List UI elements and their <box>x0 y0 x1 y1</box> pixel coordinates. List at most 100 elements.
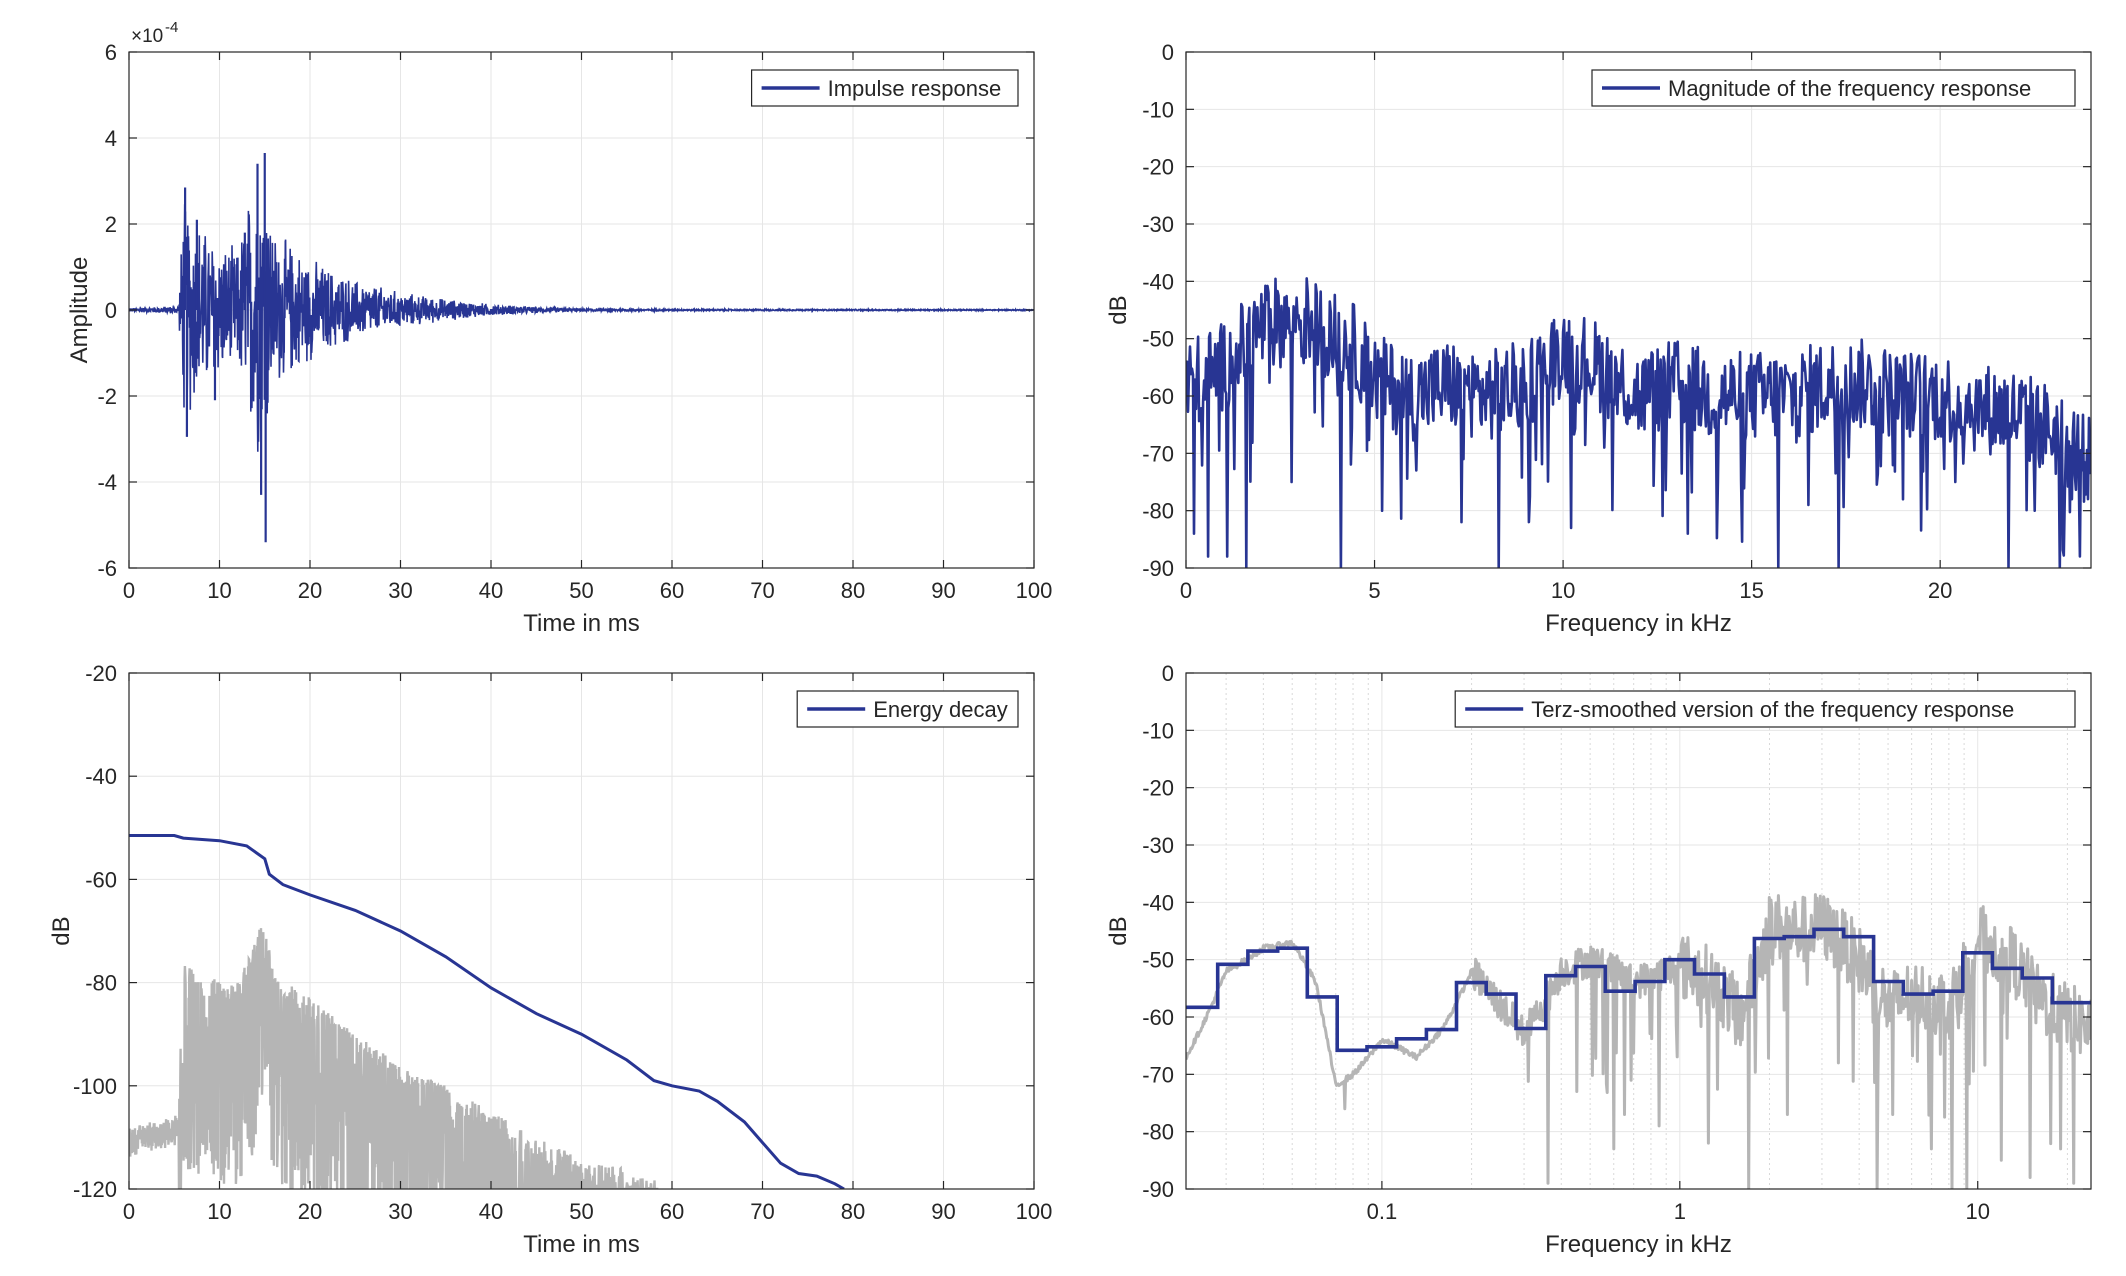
legend: Energy decay <box>796 690 1019 728</box>
y-tick-label: -50 <box>1142 948 1174 973</box>
y-tick-label: -2 <box>97 384 117 409</box>
y-tick-label: -10 <box>1142 718 1174 743</box>
x-tick-label: 0 <box>123 578 135 603</box>
plot-area <box>1186 673 2091 1189</box>
impulse-response-line <box>129 204 1034 452</box>
x-tick-label: 0.1 <box>1367 1199 1398 1224</box>
x-axis-label: Time in ms <box>523 1231 639 1258</box>
grid <box>1185 51 2091 569</box>
tick-labels: 0 10 20 30 40 50 60 70 80 90 100 -6 -4 -2 0 2 4 6 <box>97 40 1052 603</box>
x-tick-label: 30 <box>388 1199 412 1224</box>
frequency-magnitude-panel: 0 5 10 15 20 -90 -80 -70 -60 -50 -40 -30 -20 -10 0 Freq… <box>1105 40 2092 637</box>
x-tick-label: 0 <box>123 1199 135 1224</box>
x-tick-label: 70 <box>750 578 774 603</box>
x-axis-label: Time in ms <box>523 610 639 637</box>
y-tick-label: -50 <box>1142 327 1174 352</box>
tick-labels: 0.1 1 10 -90 -80 -70 -60 -50 -40 -30 -20 -10 0 <box>1142 661 2091 1224</box>
x-tick-label: 20 <box>298 578 322 603</box>
x-axis-label: Frequency in kHz <box>1545 610 1732 637</box>
x-tick-label: 10 <box>207 1199 231 1224</box>
y-tick-label: -20 <box>1142 155 1174 180</box>
x-tick-label: 100 <box>1016 1199 1053 1224</box>
x-tick-label: 80 <box>841 578 865 603</box>
x-tick-label: 90 <box>931 578 955 603</box>
x-tick-label: 100 <box>1016 578 1053 603</box>
x-tick-label: 10 <box>207 578 231 603</box>
x-tick-label: 60 <box>660 578 684 603</box>
y-tick-label: 0 <box>1162 661 1174 686</box>
magnitude-response-line <box>1186 277 2091 568</box>
x-tick-label: 20 <box>298 1199 322 1224</box>
x-tick-label: 90 <box>931 1199 955 1224</box>
legend: Magnitude of the frequency response <box>1591 69 2076 107</box>
y-tick-label: 4 <box>105 126 117 151</box>
x-tick-label: 70 <box>750 1199 774 1224</box>
energy-decay-line <box>129 834 845 1189</box>
y-tick-label: 2 <box>105 212 117 237</box>
legend: Terz-smoothed version of the frequency r… <box>1454 690 2076 728</box>
exponent-label: ×10 <box>131 26 163 47</box>
y-tick-label: -40 <box>1142 890 1174 915</box>
y-tick-label: -70 <box>1142 441 1174 466</box>
legend-label: Energy decay <box>873 697 1008 722</box>
legend-label: Magnitude of the frequency response <box>1668 76 2031 101</box>
data-layer <box>129 153 1034 543</box>
legend-box <box>1454 690 2076 728</box>
y-tick-label: -80 <box>1142 1120 1174 1145</box>
y-tick-label: -120 <box>73 1177 117 1202</box>
y-tick-label: -6 <box>97 556 117 581</box>
y-tick-label: -4 <box>97 470 117 495</box>
impulse-peaks <box>184 153 267 543</box>
y-axis-label: dB <box>1105 295 1132 324</box>
x-axis-label: Frequency in kHz <box>1545 1231 1732 1258</box>
terz-smoothed-line <box>1186 927 2091 1053</box>
x-tick-label: 60 <box>660 1199 684 1224</box>
y-tick-label: -40 <box>1142 269 1174 294</box>
y-tick-label: -100 <box>73 1074 117 1099</box>
legend: Impulse response <box>750 69 1019 107</box>
x-tick-label: 1 <box>1674 1199 1686 1224</box>
terz-smoothed-panel: 0.1 1 10 -90 -80 -70 -60 -50 -40 -30 -20 -10 0 Freque… <box>1105 661 2092 1258</box>
tick-labels: 0 10 20 30 40 50 60 70 80 90 100 -120 -100 -80 -60 -40 -… <box>73 661 1052 1224</box>
x-tick-label: 80 <box>841 1199 865 1224</box>
data-layer <box>1186 277 2091 568</box>
x-tick-label: 40 <box>479 1199 503 1224</box>
y-tick-label: -80 <box>1142 499 1174 524</box>
y-tick-label: -30 <box>1142 833 1174 858</box>
y-tick-label: 0 <box>1162 40 1174 65</box>
x-tick-label: 10 <box>1551 578 1575 603</box>
energy-raw-line <box>129 928 659 1189</box>
y-axis-label: dB <box>48 916 75 945</box>
y-tick-label: -90 <box>1142 1177 1174 1202</box>
y-tick-label: 6 <box>105 40 117 65</box>
y-axis-label: dB <box>1105 916 1132 945</box>
y-tick-label: -90 <box>1142 556 1174 581</box>
x-tick-label: 5 <box>1368 578 1380 603</box>
axes-box <box>1185 672 2092 1190</box>
x-tick-label: 30 <box>388 578 412 603</box>
y-tick-label: -60 <box>1142 1005 1174 1030</box>
legend-label: Terz-smoothed version of the frequency r… <box>1531 697 2014 722</box>
legend-box <box>1591 69 2076 107</box>
terz-raw-line <box>1186 893 2091 1189</box>
x-tick-label: 50 <box>569 578 593 603</box>
x-tick-label: 20 <box>1928 578 1952 603</box>
data-layer <box>129 834 845 1189</box>
y-tick-label: 0 <box>105 298 117 323</box>
tick-labels: 0 5 10 15 20 -90 -80 -70 -60 -50 -40 -30 -20 -10 0 <box>1142 40 2091 603</box>
x-tick-label: 10 <box>1965 1199 1989 1224</box>
y-tick-label: -30 <box>1142 212 1174 237</box>
y-tick-label: -80 <box>85 971 117 996</box>
data-layer <box>1186 893 2091 1189</box>
energy-decay-panel: 0 10 20 30 40 50 60 70 80 90 100 -120 -100 -80 -60 -40 -… <box>48 661 1052 1258</box>
y-tick-label: -20 <box>1142 776 1174 801</box>
y-axis-label: Amplitude <box>66 257 93 364</box>
axes-box <box>1185 51 2092 569</box>
y-tick-label: -20 <box>85 661 117 686</box>
y-tick-label: -60 <box>85 867 117 892</box>
x-tick-label: 0 <box>1180 578 1192 603</box>
exponent-power: -4 <box>165 19 178 36</box>
x-tick-label: 40 <box>479 578 503 603</box>
y-tick-label: -60 <box>1142 384 1174 409</box>
